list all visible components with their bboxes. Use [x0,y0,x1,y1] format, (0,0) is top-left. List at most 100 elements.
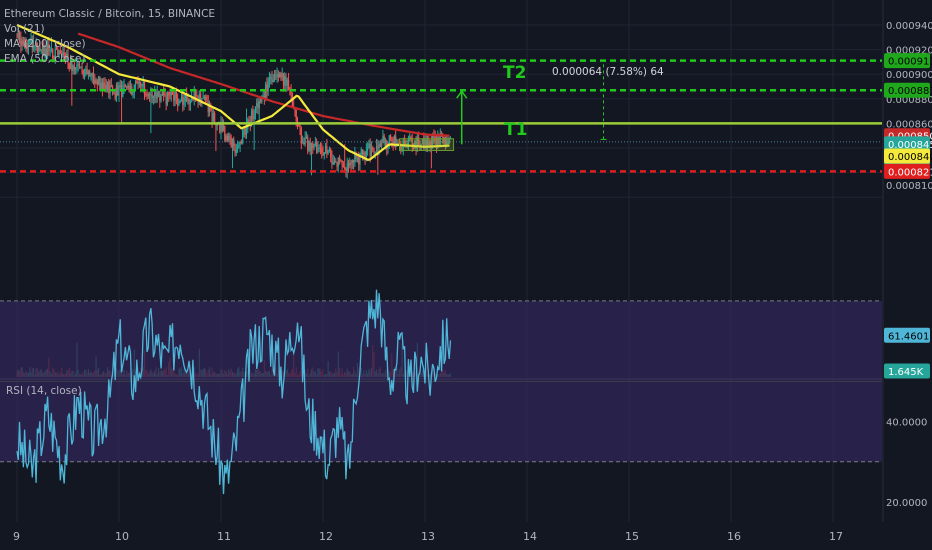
candle-body [138,82,140,84]
candle-body [401,148,403,150]
candle-body [421,138,424,145]
candle-body [321,148,323,153]
candle-body [178,103,180,106]
candle-body [411,139,413,145]
candle-body [309,142,311,151]
candle-body [234,146,236,153]
candle-body [71,58,73,71]
candle-body [323,152,325,156]
candle-body [231,138,234,148]
candle-body [140,82,142,87]
candle-body [294,109,296,111]
candle-body [282,73,285,86]
candle-body [404,140,406,144]
candle-body [47,44,49,57]
candle-body [145,94,147,96]
candle-body [426,140,429,147]
candle-body [68,63,70,69]
candle-body [64,58,67,60]
candle-body [338,157,341,161]
candle-body [268,78,271,82]
candle-body [123,85,125,89]
candle-body [50,49,53,51]
candle-body [349,162,351,166]
candle-body [228,135,230,141]
candle-body [221,123,223,132]
candle-body [432,134,434,146]
candle-body [443,137,445,143]
candle-body [203,96,206,98]
time-tick: 9 [13,530,20,543]
candle-body [333,160,336,162]
candle-body [312,143,314,148]
price-tick: 0.000900 [886,70,932,81]
candle-body [244,127,246,135]
candle-body [115,85,118,99]
candle-body [448,139,450,144]
legend-symbol[interactable]: Ethereum Classic / Bitcoin, 15, BINANCE [4,8,216,20]
legend-ma[interactable]: MA (200, close) [4,38,86,50]
candle-body [409,136,411,139]
candle-body [151,94,153,99]
candle-body [367,147,369,151]
candle-body [154,92,156,97]
price-badge-label: 61.4601 [888,331,929,342]
candle-body [55,48,58,50]
candle-body [373,148,375,153]
candle-body [126,86,128,88]
candle-body [271,77,273,83]
candle-body [361,149,364,155]
candle-body [146,95,148,97]
candle-body [360,149,362,155]
candle-body [173,94,175,101]
candle-body [101,82,104,92]
candle-body [289,89,291,91]
legend-ema[interactable]: EMA (50, close) [4,53,86,65]
price-badge-label: 1.645K [888,367,924,378]
candle-body [290,90,292,94]
time-tick: 17 [829,530,843,543]
candle-body [238,144,240,146]
candle-body [233,138,235,147]
candle-body [446,140,448,145]
candle-body [210,104,212,111]
candle-body [428,140,430,146]
candle-body [354,152,356,163]
price-tick: 0.000810 [886,181,932,192]
candle-body [161,92,163,96]
candle-body [110,85,112,87]
candle-body [200,94,202,104]
candle-body [251,110,253,125]
candle-body [303,142,305,145]
candle-body [335,160,337,162]
candle-body [304,137,306,145]
price-badge [884,163,930,179]
candle-body [143,81,146,95]
candle-body [429,140,431,146]
candle-body [142,81,144,86]
price-badge-label: 0.000845 [888,140,932,151]
candle-body [414,140,416,148]
candle-body [275,75,277,77]
candle-body [270,77,272,79]
rsi-title[interactable]: RSI (14, close) [6,385,82,397]
candle-body [175,91,177,98]
candle-body [220,123,222,133]
candle-body [44,48,46,56]
candle-body [328,148,330,151]
candle-body [150,94,152,96]
candle-body [444,137,446,145]
candle-body [215,123,217,126]
legend-vol[interactable]: Vol (21) [4,23,45,35]
candle-body [67,54,69,64]
candle-body [171,92,174,95]
candle-body [300,128,302,144]
candle-body [379,143,381,147]
candle-body [20,38,22,46]
time-tick: 14 [523,530,537,543]
candle-body [205,96,207,101]
candle-body [85,69,87,75]
candle-body [258,101,260,109]
candle-body [35,42,37,46]
